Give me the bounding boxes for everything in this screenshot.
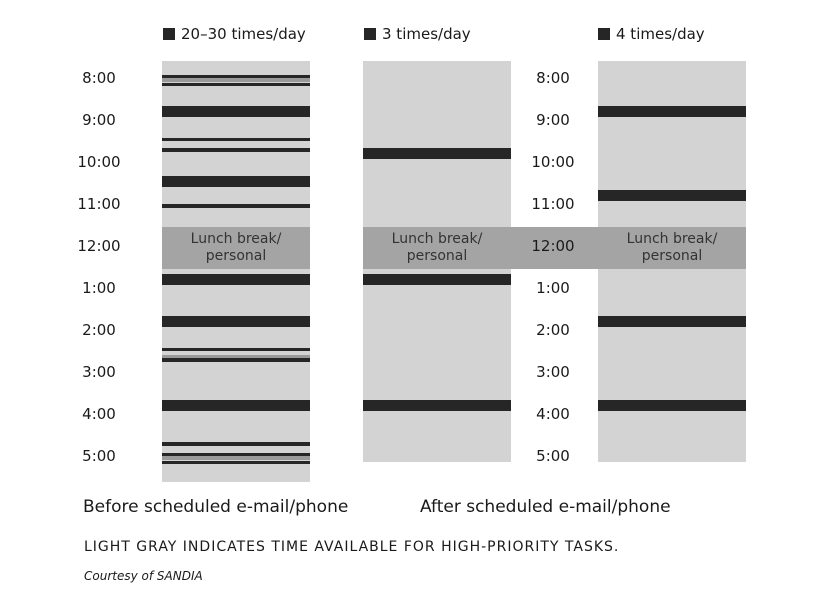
interruption-bar [162,452,310,456]
hour-label-middle: 11:00 [531,195,575,213]
hour-label-left: 8:00 [82,69,116,87]
interruption-bar [598,316,746,327]
legend-label: 4 times/day [616,25,705,43]
hour-label-left: 4:00 [82,405,116,423]
interruption-bar [162,460,310,465]
interruption-bar [162,358,310,362]
schedule-column-before [162,61,310,482]
credit-line: Courtesy of SANDIA [84,569,203,583]
caption-after: After scheduled e-mail/phone [420,497,671,517]
hour-label-middle: 2:00 [536,321,570,339]
lunch-block-after-3: Lunch break/ personal [363,227,511,269]
hour-label-left: 11:00 [77,195,121,213]
legend-label: 20–30 times/day [181,25,306,43]
legend-label: 3 times/day [382,25,471,43]
legend-swatch [163,28,175,40]
hour-label-left: 1:00 [82,279,116,297]
hour-label-left: 5:00 [82,447,116,465]
lunch-block-before: Lunch break/ personal [162,227,310,269]
interruption-bar [598,106,746,117]
hour-label-left: 10:00 [77,153,121,171]
hour-label-middle: 8:00 [536,69,570,87]
interruption-bar [162,137,310,141]
interruption-bar [162,442,310,446]
hour-label-middle: 12:00 [531,237,575,255]
hour-label-middle: 3:00 [536,363,570,381]
interruption-bar [162,400,310,411]
lunch-block-after-4: Lunch break/ personal [598,227,746,269]
interruption-bar-minor [162,78,310,82]
legend-item-after-3: 3 times/day [364,24,471,44]
interruption-bar [598,190,746,201]
footnote: LIGHT GRAY INDICATES TIME AVAILABLE FOR … [84,539,620,555]
interruption-bar [598,400,746,411]
hour-label-left: 12:00 [77,237,121,255]
interruption-bar [363,148,511,159]
hour-label-middle: 5:00 [536,447,570,465]
hour-label-left: 3:00 [82,363,116,381]
legend-swatch [598,28,610,40]
hour-label-middle: 4:00 [536,405,570,423]
hour-label-middle: 10:00 [531,153,575,171]
interruption-bar-minor [162,456,310,460]
interruption-bar [162,82,310,87]
interruption-bar-minor [162,354,310,358]
lunch-connector [511,227,598,269]
legend-item-after-4: 4 times/day [598,24,705,44]
hour-label-left: 9:00 [82,111,116,129]
interruption-bar [162,148,310,152]
interruption-bar [162,347,310,351]
interruption-bar [162,204,310,208]
interruption-bar [363,400,511,411]
interruption-bar [162,74,310,78]
caption-before: Before scheduled e-mail/phone [83,497,349,517]
interruption-bar [162,176,310,187]
legend-item-before: 20–30 times/day [163,24,306,44]
hour-label-left: 2:00 [82,321,116,339]
hour-label-middle: 9:00 [536,111,570,129]
interruption-bar [363,274,511,285]
hour-label-middle: 1:00 [536,279,570,297]
interruption-bar [162,106,310,117]
legend-swatch [364,28,376,40]
interruption-bar [162,316,310,327]
interruption-bar [162,274,310,285]
